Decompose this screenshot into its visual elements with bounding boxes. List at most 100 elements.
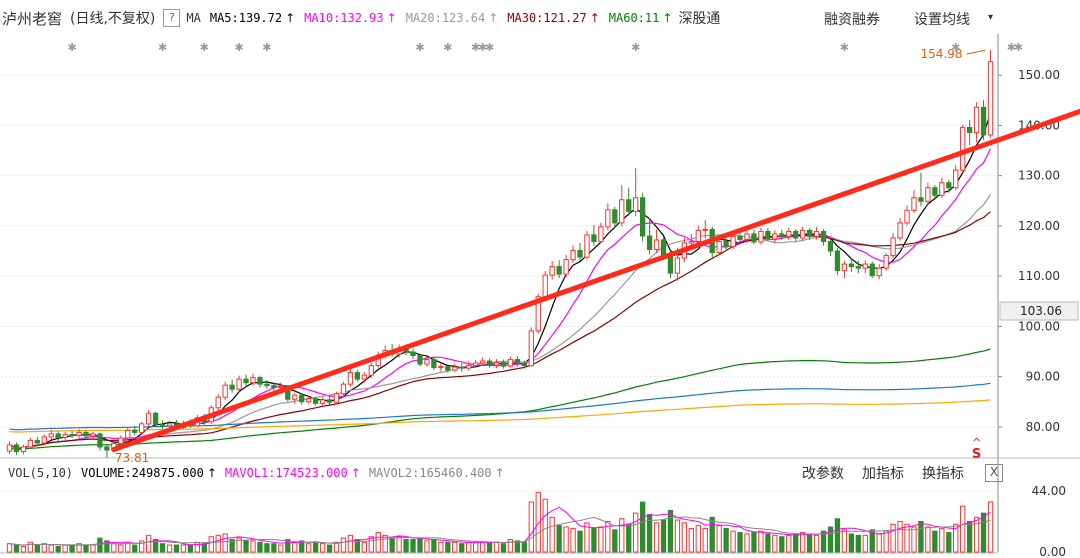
- candle: [424, 356, 430, 367]
- volume-bar: [90, 544, 96, 553]
- link-ma-settings[interactable]: 设置均线: [914, 12, 970, 28]
- candle-body: [716, 240, 722, 254]
- volume-bar: [904, 523, 910, 553]
- candle: [904, 205, 910, 226]
- volume-bar: [431, 539, 437, 553]
- price-tick-label: 150.00: [1018, 68, 1060, 82]
- candle: [368, 362, 374, 379]
- arrow-up-icon: ↑: [662, 11, 673, 25]
- candle-body: [104, 446, 110, 451]
- candle: [953, 165, 959, 191]
- candle-body: [793, 230, 799, 239]
- candle-body: [820, 230, 827, 242]
- event-marker-icon: ✱: [415, 41, 424, 54]
- candle-body: [841, 263, 848, 272]
- volume-bar: [626, 523, 632, 553]
- help-icon[interactable]: ?: [163, 9, 181, 27]
- candle-body: [973, 106, 980, 133]
- ma-legend: MA5:139.72 ↑ MA10:132.93 ↑ MA20:123.64 ↑ MA30:…: [201, 11, 673, 25]
- edit-params-button[interactable]: 改参数: [802, 466, 844, 482]
- ma-line-ma5: [9, 112, 992, 449]
- volume-bar: [180, 544, 187, 553]
- candle-body: [55, 433, 61, 438]
- volume-bar: [271, 543, 277, 553]
- add-indicator-button[interactable]: 加指标: [862, 466, 904, 482]
- volume-bar: [299, 540, 305, 553]
- candle: [883, 253, 889, 271]
- candle-body: [278, 386, 284, 389]
- candle: [806, 227, 813, 240]
- chevron-down-icon[interactable]: ▾: [988, 12, 994, 23]
- ma-line-ma20: [9, 194, 991, 449]
- link-shenggutong[interactable]: 深股通: [678, 11, 721, 27]
- candle: [466, 361, 472, 371]
- candle-body: [960, 126, 966, 171]
- switch-indicator-button[interactable]: 换指标: [922, 466, 964, 482]
- arrow-up-icon: ↑: [206, 466, 217, 480]
- volume-bar: [702, 527, 708, 553]
- candle: [793, 228, 799, 242]
- candle-body: [633, 197, 639, 212]
- candle: [97, 432, 103, 451]
- volume-bar: [528, 501, 534, 553]
- volume-bar: [139, 540, 145, 553]
- candle-body: [452, 366, 458, 371]
- volume-bar: [806, 533, 813, 553]
- volume-legend-item: VOL(5,10): [8, 466, 74, 480]
- candle: [222, 381, 228, 401]
- trend-arrow-layer: [111, 108, 1080, 452]
- candle: [34, 436, 40, 447]
- arrow-up-icon: ↑: [494, 466, 505, 480]
- candle: [159, 420, 166, 429]
- volume-bar: [166, 544, 173, 553]
- volume-bar: [236, 537, 242, 553]
- candle: [27, 437, 34, 449]
- volume-bar: [375, 532, 381, 553]
- candle-body: [827, 240, 834, 252]
- current-price-label: 103.06: [1020, 304, 1062, 318]
- candle: [966, 119, 973, 146]
- volume-bar: [709, 516, 715, 553]
- volume-bar: [319, 543, 326, 553]
- link-margin-trading[interactable]: 融资融券: [824, 12, 880, 28]
- candle: [626, 187, 632, 216]
- candle-body: [118, 437, 124, 444]
- candle-body: [222, 384, 228, 398]
- close-icon[interactable]: X: [985, 464, 1003, 482]
- candle-body: [69, 433, 75, 436]
- candle-body: [83, 431, 89, 437]
- event-marker-icon: ✱: [1014, 41, 1023, 54]
- volume-bar: [598, 526, 604, 553]
- candle: [41, 434, 47, 446]
- candle-body: [695, 229, 701, 242]
- candle: [472, 360, 479, 369]
- candle-body: [438, 366, 444, 369]
- volume-bar: [563, 526, 569, 553]
- candle: [438, 363, 444, 372]
- volume-bar: [918, 520, 924, 553]
- volume-bar: [104, 540, 110, 553]
- candle-body: [939, 182, 945, 196]
- volume-bar: [118, 544, 124, 553]
- candle-body: [431, 359, 437, 369]
- candle-body: [987, 61, 994, 136]
- candle-body: [813, 230, 820, 237]
- volume-bar: [820, 530, 827, 553]
- current-price-box: [999, 301, 1079, 321]
- candle: [243, 374, 249, 387]
- ma-legend-item: MA30:121.27: [507, 11, 587, 25]
- volume-bar: [41, 543, 47, 553]
- candle: [76, 428, 82, 439]
- candle-body: [758, 230, 764, 243]
- candle-body: [347, 372, 354, 385]
- volume-legend-item: VOLUME:249875.000: [81, 466, 204, 480]
- candle-body: [90, 433, 96, 437]
- volume-bar: [966, 520, 973, 553]
- volume-bar: [946, 532, 952, 553]
- candle: [152, 411, 159, 427]
- price-tick-label: 100.00: [1018, 319, 1060, 333]
- volume-bar: [48, 544, 54, 553]
- volume-bar: [960, 505, 966, 553]
